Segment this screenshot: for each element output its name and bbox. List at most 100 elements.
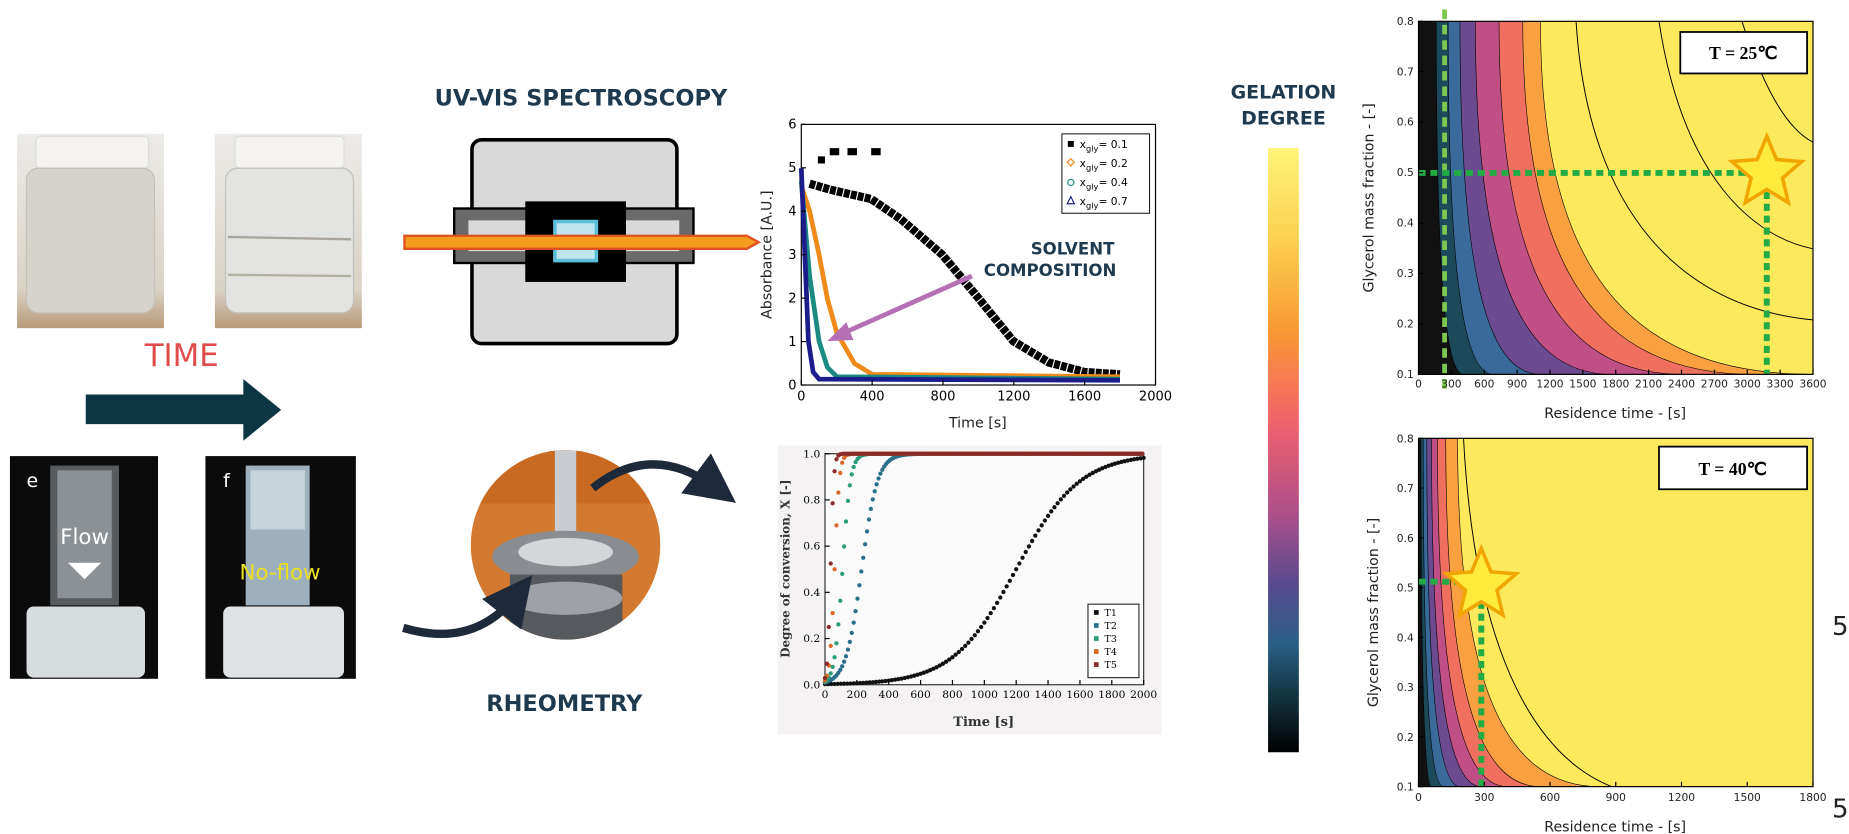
x-tick-label: 600 bbox=[1540, 791, 1561, 804]
curve-point bbox=[845, 681, 850, 686]
legend-entry: T5 bbox=[1105, 660, 1117, 671]
curve-point bbox=[1128, 457, 1134, 463]
curve-point bbox=[1080, 476, 1086, 482]
x-tick-label: 800 bbox=[942, 688, 963, 701]
curve-point bbox=[998, 595, 1003, 600]
legend-text: = 0.1 bbox=[1098, 138, 1127, 151]
curve-point bbox=[836, 490, 841, 495]
curve-point bbox=[988, 610, 993, 616]
curve-point bbox=[873, 679, 879, 685]
legend-entry: T3 bbox=[1105, 634, 1117, 645]
x-tick-label: 1800 bbox=[1098, 688, 1125, 701]
x-tick-label: 2000 bbox=[1130, 688, 1157, 701]
x-tick-label: 1800 bbox=[1799, 791, 1826, 804]
curve-point bbox=[883, 678, 888, 684]
y-tick-label: 0.7 bbox=[1397, 482, 1414, 495]
curve-point bbox=[950, 655, 955, 660]
curve-point bbox=[1045, 513, 1051, 518]
y-label: Glycerol mass fraction - [-] bbox=[1361, 103, 1377, 292]
curve-point bbox=[947, 657, 952, 662]
legend-symbol bbox=[1093, 636, 1099, 641]
curve-point bbox=[830, 610, 835, 616]
curve-point bbox=[849, 630, 854, 636]
curve-point bbox=[1077, 479, 1083, 484]
curve-point bbox=[843, 519, 849, 524]
legend-text: = 0.7 bbox=[1098, 195, 1127, 208]
curve-point bbox=[870, 497, 875, 502]
curve-point bbox=[1141, 455, 1146, 461]
photo-letter: e bbox=[27, 470, 39, 492]
x-tick-label: 1500 bbox=[1734, 791, 1761, 804]
curve-point bbox=[1090, 470, 1095, 476]
x-tick-label: 0 bbox=[797, 389, 805, 404]
curve-point bbox=[953, 652, 958, 657]
x-tick-label: 1200 bbox=[1668, 791, 1695, 804]
shape bbox=[508, 581, 623, 615]
curve-point bbox=[824, 661, 830, 666]
curve-point bbox=[867, 680, 872, 685]
curve-point bbox=[1116, 460, 1121, 465]
curve-point bbox=[1020, 555, 1025, 560]
curve-point bbox=[908, 674, 914, 679]
page-number: 5 bbox=[1832, 794, 1849, 824]
shape bbox=[1066, 157, 1076, 167]
curve-point bbox=[1093, 469, 1098, 474]
time-arrow bbox=[85, 379, 282, 441]
curve-point bbox=[1004, 584, 1009, 589]
curve-point bbox=[1007, 578, 1012, 583]
curve-point bbox=[892, 677, 898, 682]
x-tick-label: 600 bbox=[910, 688, 931, 701]
rheometry-title: RHEOMETRY bbox=[486, 691, 643, 717]
y-tick-label: 0.4 bbox=[1397, 217, 1414, 230]
curve-point bbox=[841, 659, 847, 664]
y-tick-label: 0 bbox=[788, 378, 796, 393]
legend-subscript: gly bbox=[1086, 144, 1099, 154]
x-tick-label: 3600 bbox=[1799, 377, 1826, 390]
x-tick-label: 400 bbox=[860, 389, 885, 404]
x-label: Residence time - [s] bbox=[1544, 406, 1686, 422]
curve-point bbox=[886, 678, 891, 683]
curve-point bbox=[1100, 466, 1105, 471]
contour-band bbox=[1418, 438, 1432, 787]
curve-point bbox=[853, 608, 858, 614]
shape bbox=[26, 606, 145, 678]
curve-point bbox=[1058, 497, 1063, 502]
curve-point bbox=[985, 615, 990, 621]
curve-point bbox=[1055, 501, 1060, 506]
colorbar bbox=[1268, 148, 1299, 753]
y-tick-label: 1.0 bbox=[803, 447, 820, 460]
curve-point bbox=[847, 483, 852, 488]
x-tick-label: 1600 bbox=[1066, 688, 1093, 701]
arrow bbox=[590, 453, 736, 503]
legend-symbol: x bbox=[1080, 195, 1086, 208]
x-tick-label: 1200 bbox=[997, 389, 1030, 404]
y-tick-label: 0.2 bbox=[803, 632, 820, 645]
curve-point bbox=[905, 675, 910, 680]
curve-point bbox=[956, 649, 961, 655]
curve-point bbox=[1074, 481, 1079, 486]
curve-point bbox=[876, 476, 881, 481]
y-tick-label: 4 bbox=[788, 205, 796, 220]
curve-point bbox=[830, 501, 835, 506]
curve-point bbox=[1138, 456, 1143, 461]
curve-point bbox=[838, 598, 843, 603]
curve-point bbox=[1140, 451, 1145, 456]
photo-letter: f bbox=[223, 470, 231, 492]
curve-point bbox=[902, 675, 907, 681]
curve-point bbox=[943, 659, 949, 664]
curve-point bbox=[866, 517, 872, 522]
curve-point bbox=[855, 596, 860, 601]
legend-entry: xgly= 0.7 bbox=[1080, 195, 1128, 211]
curve-point bbox=[1065, 490, 1070, 495]
curve-point bbox=[838, 681, 844, 686]
y-tick-label: 0.6 bbox=[803, 540, 820, 553]
gelation-title: GELATION bbox=[1231, 81, 1337, 103]
curve-point bbox=[1010, 572, 1016, 578]
x-tick-label: 600 bbox=[1474, 377, 1495, 390]
curve-point bbox=[1042, 518, 1048, 523]
shape bbox=[1418, 21, 1813, 375]
curve-point bbox=[924, 669, 930, 674]
y-label: Glycerol mass fraction - [-] bbox=[1366, 518, 1382, 707]
x-tick-label: 1200 bbox=[1536, 377, 1563, 390]
